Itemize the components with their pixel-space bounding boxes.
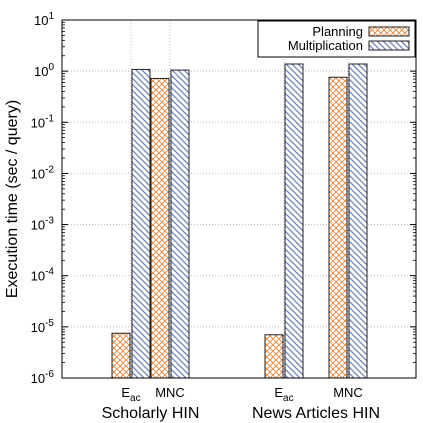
y-tick-exponent: 0 [48,62,54,73]
bar-planning-g0-c1 [150,77,170,379]
y-tick-label: 10-1 [31,113,55,130]
y-tick-label: 100 [34,62,54,79]
bar-planning-g0-c0 [111,332,131,379]
x-category-sub: ac [130,393,141,404]
y-tick-label: 10-6 [31,369,55,386]
bar-multiplication-g1-c0 [284,63,304,379]
x-category-main: E [274,385,283,400]
bar-planning-g1-c1 [328,76,348,379]
y-axis-title: Execution time (sec / query) [4,100,21,298]
x-group-label: Scholarly HIN [102,405,200,422]
bar-multiplication-g0-c0 [131,68,151,379]
bars [111,63,368,379]
y-tick-label: 10-5 [31,318,55,335]
y-tick-base: 10 [31,166,45,181]
x-category-label: MNC [333,385,363,400]
y-tick-label: 101 [34,11,54,28]
x-group-label: News Articles HIN [252,405,380,422]
y-tick-base: 10 [31,320,45,335]
bar-multiplication-g1-c1 [348,63,368,379]
y-tick-exponent: 1 [48,11,54,22]
x-category-sub: ac [283,393,294,404]
y-tick-base: 10 [34,13,48,28]
y-tick-label: 10-4 [31,267,55,284]
legend-label-multiplication: Multiplication [288,38,363,53]
x-category-main: E [121,385,130,400]
y-tick-exponent: -3 [45,216,54,227]
y-tick-base: 10 [34,64,48,79]
y-tick-exponent: -1 [45,113,54,124]
x-category-label: Eac [274,385,293,404]
y-tick-base: 10 [31,371,45,386]
y-tick-exponent: -4 [45,267,54,278]
y-tick-base: 10 [31,115,45,130]
x-category-main: MNC [333,385,363,400]
x-category-label: MNC [155,385,185,400]
legend-label-planning: Planning [312,24,363,39]
y-tick-base: 10 [31,218,45,233]
axes [61,19,417,379]
plot-frame [61,19,417,379]
x-category-label: Eac [121,385,140,404]
bar-planning-g1-c0 [264,334,284,379]
y-tick-label: 10-3 [31,216,55,233]
x-category-main: MNC [155,385,185,400]
y-tick-label: 10-2 [31,164,55,181]
legend-swatch-multiplication [368,40,410,51]
y-tick-base: 10 [31,269,45,284]
bar-multiplication-g0-c1 [170,69,190,379]
y-tick-exponent: -5 [45,318,54,329]
y-tick-exponent: -6 [45,369,54,380]
y-tick-exponent: -2 [45,164,54,175]
legend-swatch-planning [368,26,410,37]
